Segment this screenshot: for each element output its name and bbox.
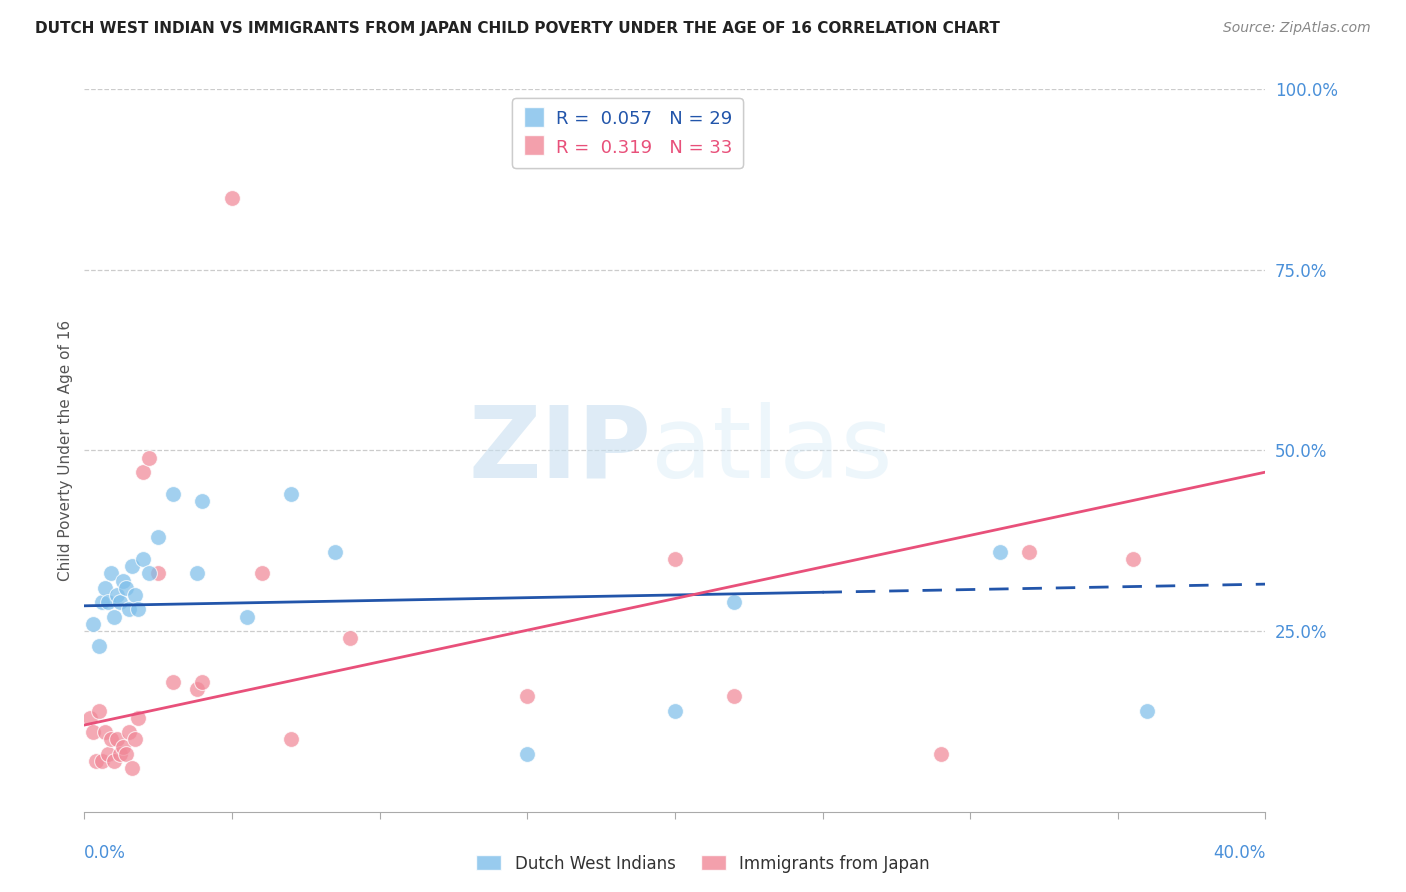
Point — [280, 487, 302, 501]
Text: 0.0%: 0.0% — [84, 844, 127, 863]
Point — [124, 732, 146, 747]
Point — [664, 704, 686, 718]
Point — [191, 494, 214, 508]
Point — [250, 566, 273, 581]
Point — [118, 725, 141, 739]
Point — [236, 609, 259, 624]
Point — [148, 530, 170, 544]
Point — [94, 581, 117, 595]
Point — [108, 595, 131, 609]
Text: ZIP: ZIP — [468, 402, 651, 499]
Point — [100, 566, 122, 581]
Point — [664, 551, 686, 566]
Point — [1122, 551, 1144, 566]
Point — [105, 732, 128, 747]
Point — [127, 711, 149, 725]
Text: DUTCH WEST INDIAN VS IMMIGRANTS FROM JAPAN CHILD POVERTY UNDER THE AGE OF 16 COR: DUTCH WEST INDIAN VS IMMIGRANTS FROM JAP… — [35, 21, 1000, 36]
Point — [91, 754, 114, 768]
Point — [118, 602, 141, 616]
Point — [91, 595, 114, 609]
Point — [162, 674, 184, 689]
Point — [988, 544, 1011, 558]
Text: 40.0%: 40.0% — [1213, 844, 1265, 863]
Point — [191, 674, 214, 689]
Point — [111, 739, 134, 754]
Point — [114, 747, 136, 761]
Point — [138, 566, 160, 581]
Point — [111, 574, 134, 588]
Point — [929, 747, 952, 761]
Legend: R =  0.057   N = 29, R =  0.319   N = 33: R = 0.057 N = 29, R = 0.319 N = 33 — [512, 98, 742, 168]
Point — [162, 487, 184, 501]
Point — [516, 747, 538, 761]
Point — [325, 544, 347, 558]
Point — [121, 761, 143, 775]
Point — [103, 754, 125, 768]
Point — [82, 616, 104, 631]
Text: atlas: atlas — [651, 402, 893, 499]
Point — [94, 725, 117, 739]
Point — [1018, 544, 1040, 558]
Point — [105, 588, 128, 602]
Point — [339, 632, 361, 646]
Legend: Dutch West Indians, Immigrants from Japan: Dutch West Indians, Immigrants from Japa… — [470, 848, 936, 880]
Point — [1136, 704, 1159, 718]
Point — [100, 732, 122, 747]
Point — [87, 639, 111, 653]
Point — [124, 588, 146, 602]
Point — [148, 566, 170, 581]
Point — [82, 725, 104, 739]
Point — [221, 191, 243, 205]
Text: Source: ZipAtlas.com: Source: ZipAtlas.com — [1223, 21, 1371, 35]
Point — [127, 602, 149, 616]
Point — [79, 711, 101, 725]
Point — [121, 559, 143, 574]
Point — [516, 689, 538, 703]
Point — [103, 609, 125, 624]
Point — [723, 595, 745, 609]
Point — [132, 465, 155, 479]
Point — [97, 595, 120, 609]
Point — [87, 704, 111, 718]
Point — [138, 450, 160, 465]
Point — [280, 732, 302, 747]
Point — [97, 747, 120, 761]
Point — [108, 747, 131, 761]
Point — [723, 689, 745, 703]
Point — [186, 566, 208, 581]
Point — [186, 681, 208, 696]
Y-axis label: Child Poverty Under the Age of 16: Child Poverty Under the Age of 16 — [58, 320, 73, 581]
Point — [84, 754, 107, 768]
Point — [114, 581, 136, 595]
Point — [132, 551, 155, 566]
